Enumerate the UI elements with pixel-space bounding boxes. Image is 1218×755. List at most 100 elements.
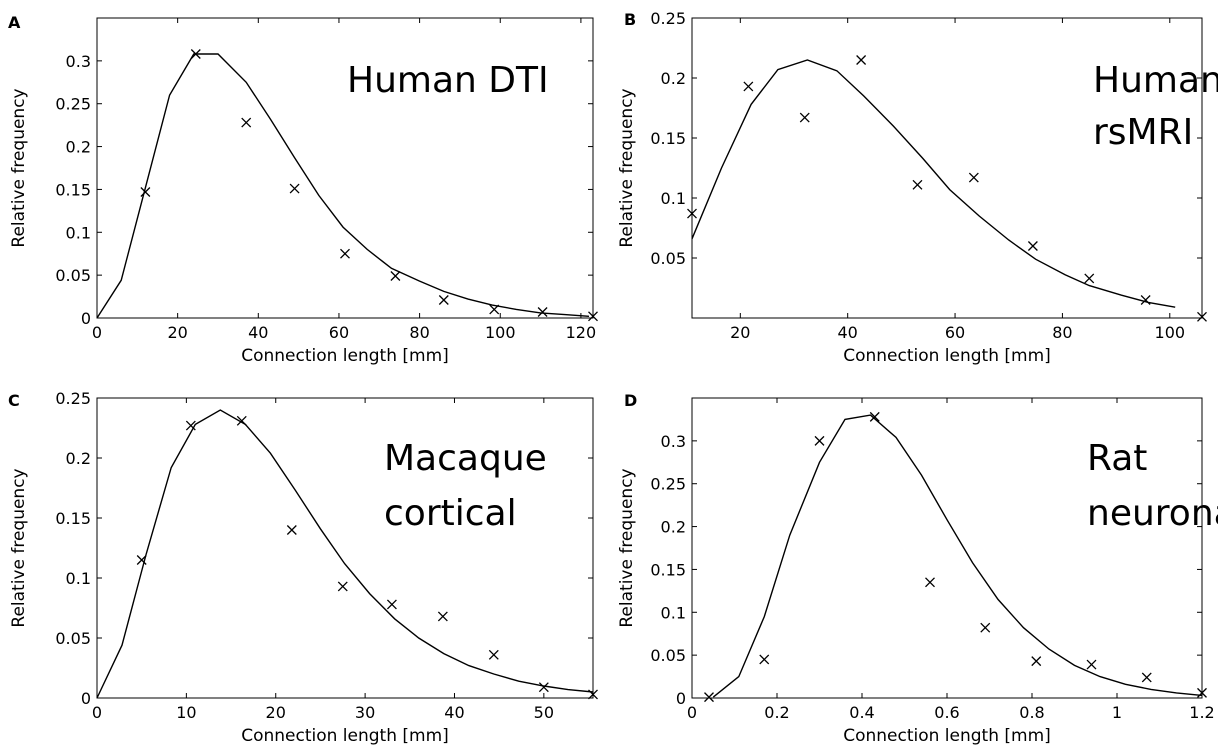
y-tick-label: 0 — [81, 309, 91, 328]
panel-a: 0 20 40 60 80 100 120 0 0.05 0.1 0.15 0.2 0.25 0.3 Con… — [8, 13, 598, 366]
y-tick-label: 0.2 — [661, 518, 686, 537]
panel-annotation: cortical — [384, 493, 517, 534]
plot-frame-b — [691, 17, 1203, 319]
data-point — [538, 682, 549, 693]
panel-c: 0 10 20 30 40 50 0 0.05 0.1 0.15 0.2 0.25 Connection… — [8, 389, 598, 746]
data-point — [1027, 241, 1038, 251]
data-point — [1140, 295, 1151, 305]
plot-frame-a — [96, 17, 594, 319]
x-tick-label: 20 — [730, 323, 750, 342]
y-axis-label: Relative frequency — [617, 88, 637, 247]
fit-curve — [691, 59, 1176, 308]
x-tick-label: 0 — [687, 703, 697, 722]
data-point — [588, 311, 598, 322]
data-point — [438, 295, 449, 305]
fit-curve — [96, 409, 594, 699]
x-axis-label: Connection length [mm] — [843, 726, 1051, 746]
plot-frame-c — [96, 397, 594, 699]
x-tick-label: 40 — [838, 323, 858, 342]
data-point — [390, 271, 401, 281]
data-point — [856, 55, 867, 65]
fit-curve — [712, 414, 1203, 698]
data-point — [236, 415, 247, 426]
x-tick-label: 20 — [266, 703, 286, 722]
data-point — [489, 304, 500, 315]
panel-annotation: Rat — [1087, 438, 1147, 479]
y-axis-label: Relative frequency — [617, 468, 637, 627]
y-tick-label: 0 — [81, 689, 91, 708]
y-tick-label: 0.1 — [66, 569, 91, 588]
x-tick-label: 50 — [534, 703, 554, 722]
y-tick-label: 0.15 — [650, 129, 686, 148]
x-tick-label: 0 — [92, 703, 102, 722]
data-point — [980, 622, 991, 633]
data-point — [140, 187, 151, 197]
panel-letter: A — [8, 13, 21, 32]
x-tick-label: 120 — [566, 323, 597, 342]
data-point — [286, 525, 297, 535]
y-tick-label: 0.1 — [66, 223, 91, 242]
data-point — [340, 248, 350, 259]
y-tick-label: 0.2 — [661, 69, 686, 88]
data-point — [912, 179, 923, 190]
data-point — [743, 81, 754, 92]
data-point — [241, 117, 252, 128]
data-point — [185, 420, 196, 431]
y-axis-label: Relative frequency — [9, 468, 29, 627]
y-tick-label: 0.05 — [650, 646, 686, 665]
y-tick-label: 0.15 — [55, 509, 91, 528]
data-point — [437, 611, 448, 622]
panel-d: 0 0.2 0.4 0.6 0.8 1 1.2 0 0.05 0.1 0.15 0.2 0.25 0.3 C… — [617, 391, 1218, 746]
data-point — [704, 692, 714, 703]
x-axis-label: Connection length [mm] — [843, 346, 1051, 366]
x-tick-label: 60 — [329, 323, 349, 342]
data-point — [925, 577, 935, 588]
x-tick-label: 100 — [485, 323, 516, 342]
panel-b: 20 40 60 80 100 0.05 0.1 0.15 0.2 0.25 Connection … — [617, 9, 1218, 366]
data-point — [488, 649, 499, 660]
data-point — [814, 435, 825, 446]
panel-letter: C — [8, 391, 20, 410]
data-point — [1141, 672, 1152, 683]
y-tick-label: 0.2 — [66, 138, 91, 157]
data-point — [759, 654, 770, 665]
y-axis-label: Relative frequency — [9, 88, 29, 247]
x-tick-label: 0.4 — [849, 703, 874, 722]
x-tick-label: 0 — [92, 323, 102, 342]
data-point — [1197, 311, 1207, 322]
data-point — [1197, 687, 1207, 698]
y-tick-label: 0.3 — [66, 52, 91, 71]
data-point — [537, 307, 548, 317]
y-tick-label: 0 — [676, 689, 686, 708]
data-point — [968, 172, 979, 183]
data-point — [386, 599, 397, 610]
panel-annotation: neuronal — [1087, 493, 1218, 534]
x-tick-label: 80 — [1052, 323, 1072, 342]
x-axis-label: Connection length [mm] — [241, 726, 449, 746]
data-point — [1031, 656, 1042, 667]
y-tick-label: 0.05 — [650, 249, 686, 268]
x-axis-label: Connection length [mm] — [241, 346, 449, 366]
data-point — [687, 208, 697, 219]
y-tick-label: 0.15 — [650, 560, 686, 579]
panel-letter: D — [624, 391, 637, 410]
panel-annotation: Human DTI — [347, 60, 549, 101]
y-tick-label: 0.05 — [55, 629, 91, 648]
y-tick-label: 0.25 — [650, 9, 686, 28]
fit-curve — [96, 53, 590, 319]
x-tick-label: 1 — [1112, 703, 1122, 722]
y-tick-label: 0.25 — [650, 475, 686, 494]
y-tick-label: 0.1 — [661, 189, 686, 208]
data-point — [1086, 659, 1097, 670]
y-tick-label: 0.3 — [661, 432, 686, 451]
x-tick-label: 80 — [409, 323, 429, 342]
x-tick-label: 1.2 — [1189, 703, 1214, 722]
data-point — [337, 581, 348, 592]
data-point — [1084, 273, 1095, 284]
x-tick-label: 10 — [176, 703, 196, 722]
data-point — [190, 49, 201, 59]
data-point — [799, 112, 810, 123]
y-tick-label: 0.15 — [55, 180, 91, 199]
x-tick-label: 30 — [355, 703, 375, 722]
